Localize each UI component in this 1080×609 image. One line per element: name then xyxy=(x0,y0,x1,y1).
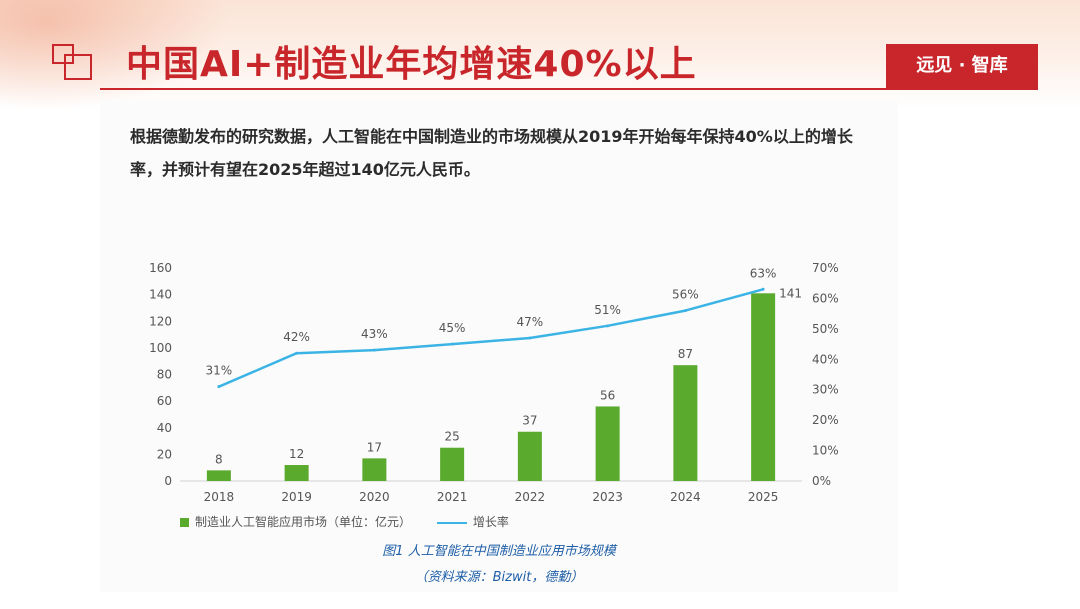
bar-data-label: 8 xyxy=(215,452,223,466)
x-tick-label: 2024 xyxy=(670,490,701,504)
line-point xyxy=(528,336,532,340)
bar-data-label: 37 xyxy=(522,414,537,428)
line-point xyxy=(761,287,765,291)
bar xyxy=(595,406,620,481)
bar-data-label: 17 xyxy=(367,440,382,454)
y-left-tick-label: 40 xyxy=(157,421,172,435)
y-left-tick-label: 0 xyxy=(164,474,172,488)
legend-bar-swatch xyxy=(180,518,189,527)
y-right-tick-label: 40% xyxy=(812,352,839,366)
y-left-tick-label: 120 xyxy=(149,314,172,328)
legend-item-market: 制造业人工智能应用市场（单位：亿元） xyxy=(180,513,411,530)
bar-data-label: 25 xyxy=(444,430,459,444)
y-left-tick-label: 60 xyxy=(157,394,172,408)
line-data-label: 31% xyxy=(206,364,233,378)
line-data-label: 43% xyxy=(361,327,388,341)
line-point xyxy=(217,385,221,389)
bar-data-label: 56 xyxy=(600,388,615,402)
y-right-tick-label: 0% xyxy=(812,474,831,488)
line-point xyxy=(606,324,610,328)
growth-rate-line xyxy=(218,288,764,388)
bar xyxy=(362,458,387,481)
y-right-tick-label: 60% xyxy=(812,291,839,305)
y-left-tick-label: 160 xyxy=(149,261,172,275)
bar-data-label: 12 xyxy=(289,447,304,461)
y-left-tick-label: 80 xyxy=(157,368,172,382)
y-left-tick-label: 100 xyxy=(149,341,172,355)
line-data-label: 42% xyxy=(283,330,310,344)
legend-line-swatch xyxy=(436,521,467,524)
bar-data-label: 87 xyxy=(678,347,693,361)
y-right-tick-label: 70% xyxy=(812,261,839,275)
bar xyxy=(284,465,309,481)
bar-data-label: 141 xyxy=(779,286,802,300)
x-tick-label: 2025 xyxy=(748,490,779,504)
header-decoration xyxy=(0,0,230,110)
x-tick-label: 2020 xyxy=(359,490,390,504)
line-data-label: 47% xyxy=(517,315,544,329)
bar xyxy=(517,431,542,481)
x-tick-label: 2018 xyxy=(204,490,235,504)
x-tick-label: 2023 xyxy=(592,490,623,504)
x-tick-label: 2021 xyxy=(437,490,468,504)
line-data-label: 45% xyxy=(439,321,466,335)
legend-label-market: 制造业人工智能应用市场（单位：亿元） xyxy=(195,515,412,529)
y-right-tick-label: 50% xyxy=(812,322,839,336)
description-text: 根据德勤发布的研究数据，人工智能在中国制造业的市场规模从2019年开始每年保持4… xyxy=(130,127,853,179)
y-right-tick-label: 10% xyxy=(812,444,839,458)
bar xyxy=(206,470,231,481)
chart-source: （资料来源：Bizwit，德勤） xyxy=(414,570,584,585)
line-point xyxy=(450,342,454,346)
legend-label-growth: 增长率 xyxy=(472,515,509,529)
line-data-label: 63% xyxy=(750,266,777,280)
brand-badge: 远见 · 智库 xyxy=(886,44,1038,88)
chart-legend: 制造业人工智能应用市场（单位：亿元） 增长率 xyxy=(180,513,531,531)
y-right-tick-label: 30% xyxy=(812,383,839,397)
page-title: 中国AI+制造业年均增速40%以上 xyxy=(126,44,697,85)
line-point xyxy=(372,348,376,352)
x-tick-label: 2022 xyxy=(515,490,546,504)
chart-caption: 图1 人工智能在中国制造业应用市场规模 xyxy=(382,544,616,559)
x-tick-label: 2019 xyxy=(281,490,312,504)
y-left-tick-label: 140 xyxy=(149,288,172,302)
y-left-tick-label: 20 xyxy=(157,447,172,461)
bar xyxy=(440,447,465,481)
line-point xyxy=(295,351,299,355)
line-data-label: 56% xyxy=(672,288,699,302)
line-data-label: 51% xyxy=(594,303,621,317)
bar xyxy=(673,365,698,481)
title-squares-icon xyxy=(52,44,98,84)
bar xyxy=(751,293,776,481)
title-divider xyxy=(100,88,1038,90)
legend-item-growth: 增长率 xyxy=(436,513,509,530)
y-right-tick-label: 20% xyxy=(812,413,839,427)
line-point xyxy=(683,309,687,313)
